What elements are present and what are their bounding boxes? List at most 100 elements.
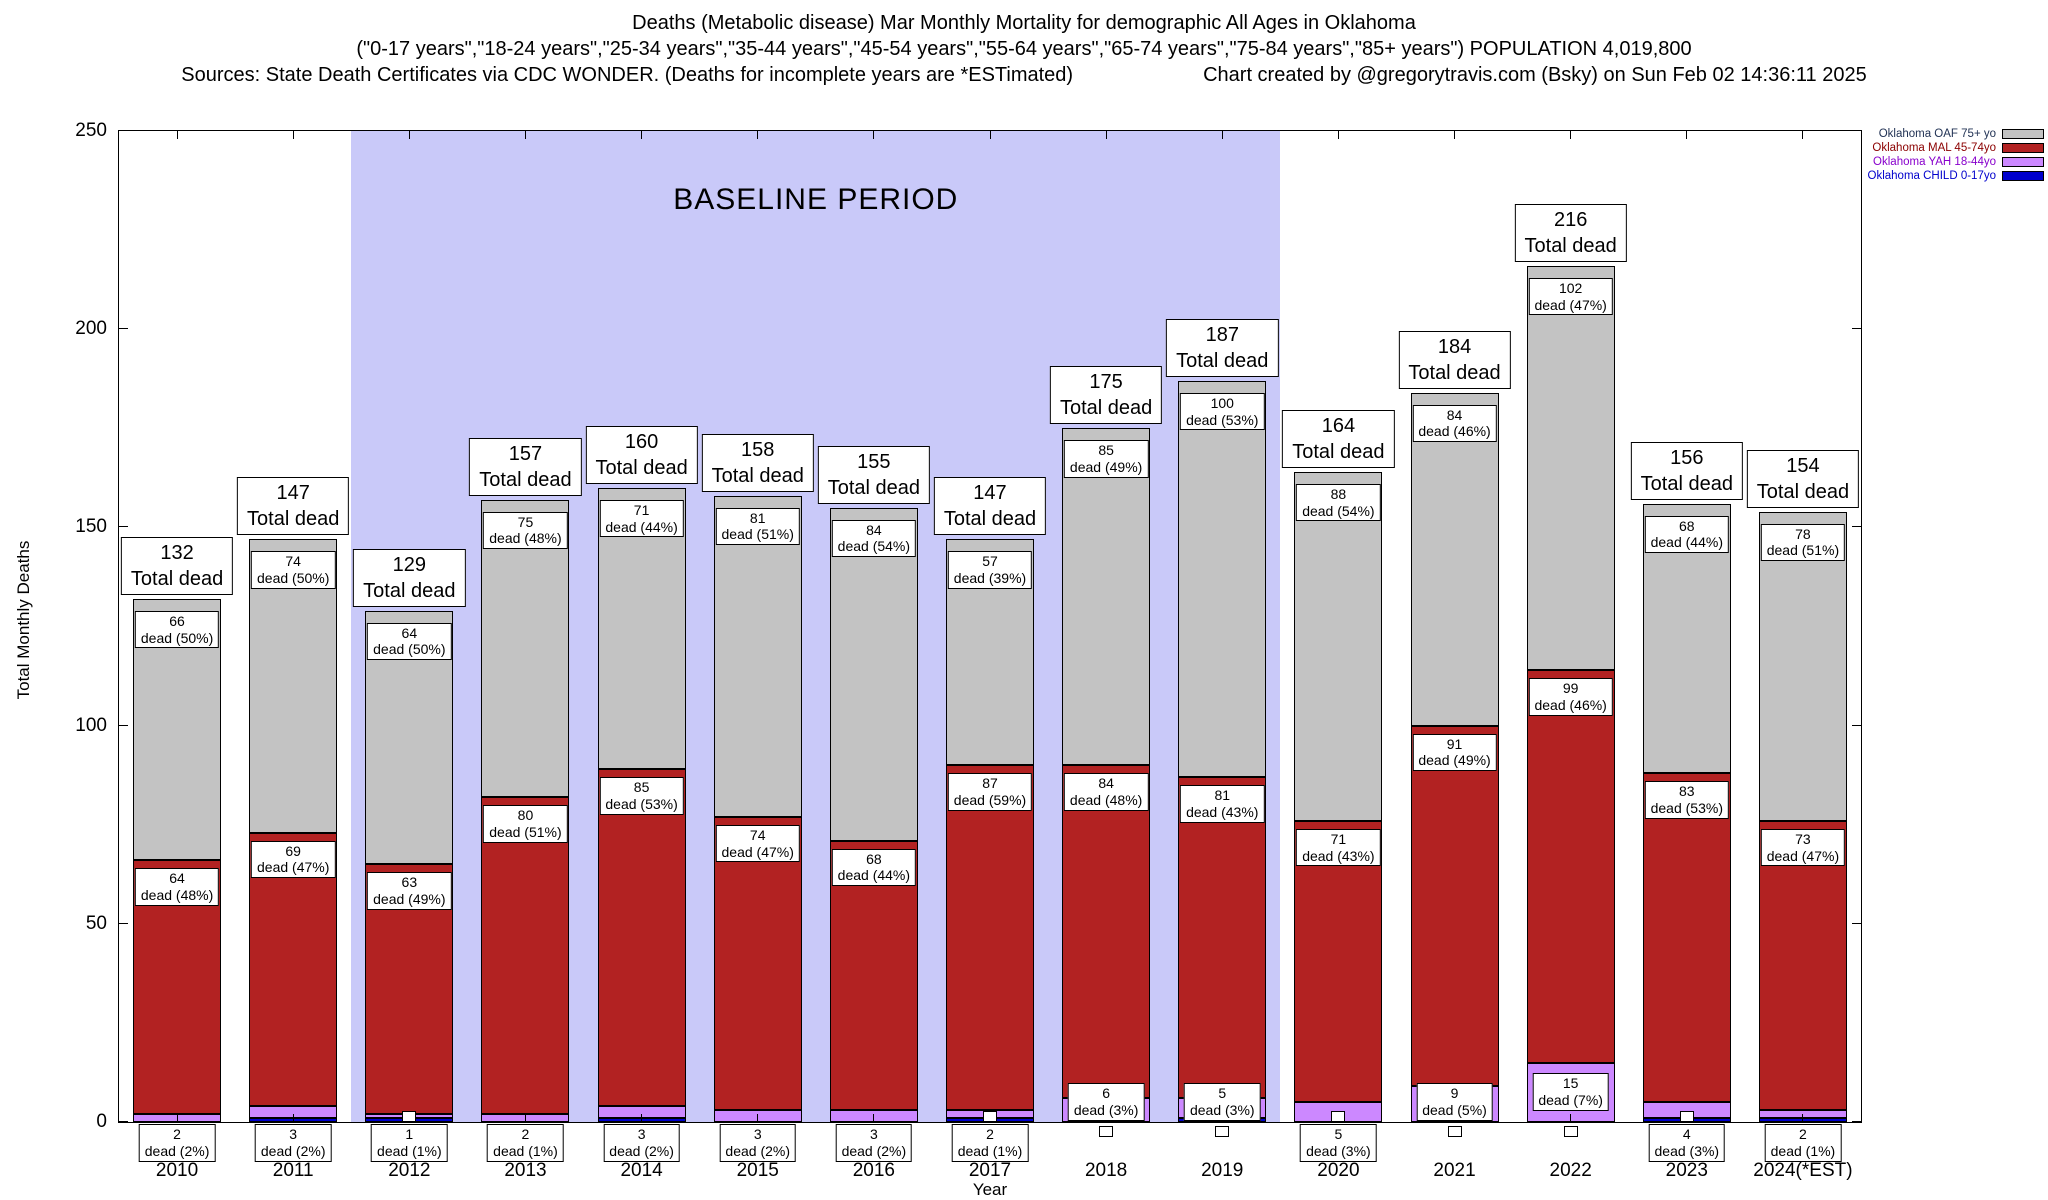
x-tick-label-2022: 2022	[1549, 1160, 1592, 1181]
legend-row-3: Oklahoma CHILD 0-17yo	[1868, 170, 2044, 182]
x-tick-label-2015: 2015	[736, 1160, 779, 1181]
bar-segment-mal-2017	[946, 765, 1034, 1111]
y-tick-mark-left-50	[119, 922, 128, 924]
oaf-label-2023: 68 dead (44%)	[1644, 515, 1729, 554]
x-tick-label-2017: 2017	[968, 1160, 1012, 1181]
x-tick-label-2018: 2018	[1084, 1160, 1128, 1181]
x-tick-mark-bottom-2010	[176, 1114, 178, 1122]
mal-label-2023: 83 dead (53%)	[1644, 781, 1729, 819]
x-tick-mark-top-2020	[1337, 131, 1339, 139]
total-label-2010: 132 Total dead	[120, 536, 234, 595]
child-label-box-2022	[1563, 1126, 1578, 1137]
bar-segment-mal-2015	[713, 816, 802, 1111]
bar-segment-mal-2023	[1642, 773, 1731, 1103]
oaf-label-2016: 84 dead (54%)	[831, 519, 917, 558]
oaf-label-2017: 57 dead (39%)	[947, 551, 1033, 589]
mal-label-2014: 85 dead (53%)	[599, 777, 684, 815]
child-label-box-2017	[983, 1111, 997, 1122]
total-label-2011: 147 Total dead	[237, 477, 350, 536]
x-tick-label-2010: 2010	[155, 1160, 199, 1181]
y-tick-mark-right-0	[1852, 1121, 1861, 1122]
x-tick-mark-bottom-2022	[1570, 1114, 1572, 1122]
total-label-2019: 187 Total dead	[1166, 318, 1279, 377]
total-label-2022: 216 Total dead	[1514, 203, 1627, 262]
bar-segment-mal-2021	[1410, 725, 1499, 1087]
oaf-label-2019: 100 dead (53%)	[1180, 392, 1265, 431]
child-label-box-2021	[1447, 1126, 1462, 1137]
chart-source-line: Sources: State Death Certificates via CD…	[0, 62, 2048, 88]
oaf-label-2013: 75 dead (48%)	[483, 511, 568, 550]
x-tick-label-2016: 2016	[852, 1160, 895, 1181]
total-label-2018: 175 Total dead	[1049, 366, 1163, 425]
legend-label-1: Oklahoma MAL 45-74yo	[1872, 142, 1996, 154]
x-tick-label-2012: 2012	[388, 1160, 431, 1181]
total-label-2015: 158 Total dead	[701, 433, 814, 492]
bar-segment-mal-2022	[1526, 670, 1615, 1063]
legend: Oklahoma OAF 75+ yo Oklahoma MAL 45-74yo O…	[1868, 128, 2044, 182]
x-tick-mark-top-2019	[1221, 131, 1223, 139]
child-label-box-2018	[1099, 1126, 1114, 1137]
x-tick-label-2020: 2020	[1317, 1160, 1360, 1181]
total-label-2020: 164 Total dead	[1282, 409, 1395, 468]
x-tick-mark-bottom-2014	[641, 1114, 643, 1122]
total-label-2013: 157 Total dead	[469, 437, 582, 496]
y-tick-mark-left-100	[119, 724, 128, 726]
bar-segment-mal-2019	[1178, 777, 1267, 1099]
y-tick-mark-left-250	[119, 130, 128, 131]
x-tick-mark-top-2014	[641, 131, 643, 139]
x-tick-mark-top-2024(*EST)	[1802, 131, 1804, 139]
mal-label-2016: 68 dead (44%)	[831, 848, 917, 887]
yah-label-2014: 3 dead (2%)	[603, 1124, 680, 1162]
yah-label-2023: 4 dead (3%)	[1648, 1124, 1726, 1162]
yah-label-2012: 1 dead (1%)	[371, 1124, 448, 1162]
total-label-2016: 155 Total dead	[817, 445, 931, 504]
legend-label-3: Oklahoma CHILD 0-17yo	[1867, 170, 1996, 182]
yah-label-2011: 3 dead (2%)	[254, 1124, 332, 1162]
x-tick-mark-top-2018	[1105, 131, 1107, 139]
mal-label-2013: 80 dead (51%)	[483, 804, 568, 843]
mal-label-2012: 63 dead (49%)	[367, 872, 452, 910]
x-tick-label-2024(*EST): 2024(*EST)	[1753, 1160, 1853, 1181]
x-tick-mark-bottom-2011	[292, 1114, 294, 1122]
y-tick-label-150: 150	[75, 516, 107, 538]
yah-label-2024(*EST): 2 dead (1%)	[1764, 1124, 1842, 1162]
legend-label-0: Oklahoma OAF 75+ yo	[1878, 128, 1996, 140]
x-tick-mark-bottom-2016	[873, 1114, 875, 1122]
total-label-2014: 160 Total dead	[585, 425, 698, 484]
child-label-box-2012	[402, 1111, 417, 1122]
y-tick-mark-right-200	[1852, 328, 1861, 330]
oaf-label-2015: 81 dead (51%)	[715, 507, 800, 546]
legend-swatch-1	[2002, 143, 2044, 153]
y-tick-label-200: 200	[75, 318, 107, 340]
mal-label-2021: 91 dead (49%)	[1412, 733, 1497, 772]
title-block: Deaths (Metabolic disease) Mar Monthly M…	[0, 10, 2048, 88]
bar-segment-oaf-2015	[713, 495, 802, 817]
y-tick-label-50: 50	[85, 912, 107, 934]
mal-label-2024(*EST): 73 dead (47%)	[1760, 828, 1846, 867]
x-tick-mark-top-2023	[1686, 131, 1688, 139]
yah-label-2018: 6 dead (3%)	[1067, 1083, 1145, 1121]
x-tick-label-2023: 2023	[1665, 1160, 1708, 1181]
oaf-label-2022: 102 dead (47%)	[1528, 277, 1613, 316]
baseline-period-label: BASELINE PERIOD	[673, 183, 959, 216]
yah-label-2019: 5 dead (3%)	[1183, 1083, 1261, 1121]
x-tick-label-2011: 2011	[272, 1160, 314, 1181]
legend-row-2: Oklahoma YAH 18-44yo	[1873, 156, 2044, 168]
mal-label-2015: 74 dead (47%)	[715, 824, 800, 863]
total-label-2017: 147 Total dead	[933, 477, 1047, 536]
bar-segment-mal-2013	[481, 796, 570, 1115]
legend-row-1: Oklahoma MAL 45-74yo	[1872, 142, 2044, 154]
bar-segment-oaf-2018	[1062, 428, 1151, 766]
chart-title: Deaths (Metabolic disease) Mar Monthly M…	[632, 12, 1416, 34]
legend-swatch-0	[2002, 129, 2044, 139]
x-tick-mark-top-2011	[292, 131, 294, 139]
y-tick-mark-left-150	[119, 526, 128, 528]
x-tick-mark-bottom-2013	[524, 1114, 526, 1122]
bar-segment-mal-2020	[1294, 820, 1383, 1103]
bar-segment-oaf-2022	[1526, 265, 1615, 671]
bar-segment-oaf-2016	[829, 507, 918, 841]
y-tick-mark-right-150	[1852, 526, 1861, 528]
chart-subtitle: ("0-17 years","18-24 years","25-34 years…	[356, 38, 1692, 60]
yah-label-2015: 3 dead (2%)	[719, 1124, 797, 1162]
x-tick-mark-top-2016	[873, 131, 875, 139]
